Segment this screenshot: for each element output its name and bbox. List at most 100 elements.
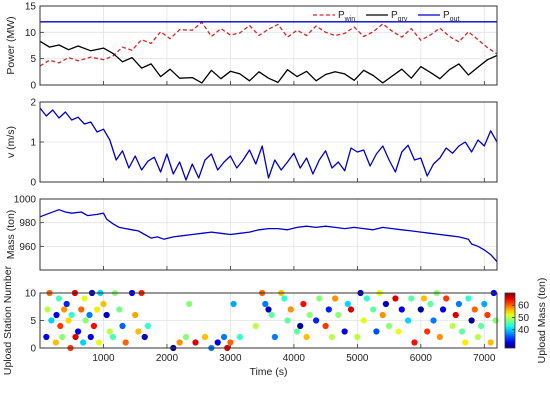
axes-box <box>39 292 498 349</box>
y-tick-label: 0 <box>30 344 36 355</box>
scatter-point <box>100 300 107 308</box>
scatter-point <box>262 300 269 308</box>
scatter-point <box>344 300 351 308</box>
scatter-point <box>471 306 478 313</box>
scatter-point <box>87 333 94 341</box>
y-tick-label: 2 <box>30 98 36 109</box>
scatter-point <box>379 311 386 319</box>
scatter-point <box>227 339 234 346</box>
scatter-point <box>392 295 399 302</box>
scatter-point <box>385 322 393 330</box>
scatter-point <box>287 306 294 313</box>
legend-label-main: P <box>443 10 450 21</box>
scatter-point <box>63 300 70 308</box>
x-tick-label: 6000 <box>410 353 433 364</box>
scatter-point <box>252 322 259 330</box>
scatter-point <box>341 328 348 335</box>
x-tick-label: 5000 <box>346 353 369 364</box>
x-tick-label: 3000 <box>219 353 242 364</box>
scatter-point <box>265 306 272 313</box>
scatter-point <box>61 306 68 313</box>
scatter-point <box>347 306 355 313</box>
scatter-point <box>306 311 313 319</box>
scatter-point <box>44 306 51 313</box>
scatter-point <box>271 333 278 341</box>
scatter-point <box>332 295 339 302</box>
scatter-point <box>297 322 304 330</box>
scatter-point <box>395 328 402 335</box>
scatter-point <box>119 322 126 330</box>
scatter-point <box>80 339 87 346</box>
y-tick-label: 1000 <box>14 195 37 206</box>
x-tick-label: 1000 <box>92 353 115 364</box>
axes-box <box>39 101 498 183</box>
scatter-point <box>373 328 380 335</box>
scatter-point <box>214 339 221 346</box>
scatter-point <box>82 317 89 324</box>
scatter-point <box>474 333 482 341</box>
axes-box <box>39 198 498 271</box>
y-axis-label: Power (MW) <box>5 16 17 74</box>
scatter-point <box>427 300 434 308</box>
scatter-point <box>360 317 367 324</box>
x-tick-label: 7000 <box>473 353 496 364</box>
series-line <box>39 107 498 181</box>
panel-2: 0 1 2 v (m/s) <box>5 98 498 189</box>
scatter-point <box>144 322 152 330</box>
scatter-point <box>370 306 377 313</box>
scatter-point <box>106 328 113 335</box>
scatter-point <box>74 328 82 335</box>
legend-label-p-grv: Pgrv <box>391 10 408 23</box>
y-tick-label: 10 <box>25 289 37 300</box>
scatter-point <box>382 300 390 308</box>
scatter-point <box>284 317 291 324</box>
scatter-point <box>281 295 288 302</box>
scatter-point <box>316 295 323 302</box>
y-tick-label: 10 <box>25 28 37 39</box>
scatter-point <box>59 333 66 341</box>
y-tick-label: 960 <box>19 242 36 253</box>
y-axis-label: Mass (ton) <box>5 210 17 260</box>
y-tick-label: 0 <box>30 178 36 189</box>
scatter-point <box>405 317 412 324</box>
scatter-point <box>484 311 491 319</box>
scatter-point <box>411 339 418 346</box>
scatter-point <box>53 311 60 319</box>
series-line-p-win <box>39 21 498 67</box>
scatter-point <box>132 311 139 319</box>
colorbar-tick-label: 60 <box>518 301 530 312</box>
scatter-point <box>439 306 447 313</box>
scatter-point <box>65 317 72 324</box>
scatter-point <box>52 339 59 346</box>
scatter-point <box>443 295 450 302</box>
scatter-point <box>313 317 320 324</box>
colorbar-tick-label: 40 <box>518 325 530 336</box>
scatter-point <box>122 339 129 346</box>
scatter-point <box>293 328 301 335</box>
y-tick-label: 980 <box>19 218 36 229</box>
scatter-point <box>487 339 494 346</box>
legend-label-main: P <box>338 10 345 21</box>
x-tick-label: 2000 <box>156 353 179 364</box>
scatter-point <box>72 333 79 341</box>
y-axis-label: Upload Station Number <box>2 265 14 375</box>
colorbar-label: Upload Mass (ton) <box>536 278 548 364</box>
scatter-point <box>68 311 75 319</box>
scatter-point <box>458 328 466 335</box>
axes-box <box>39 5 498 86</box>
legend-label-p-win: Pwin <box>338 10 355 23</box>
scatter-point <box>465 295 472 302</box>
scatter-point <box>55 295 63 302</box>
scatter-point <box>192 339 199 346</box>
legend-label-sub: out <box>450 16 460 23</box>
y-tick-label: 5 <box>30 316 36 327</box>
scatter-point <box>186 300 193 308</box>
scatter-point <box>220 333 228 341</box>
scatter-point <box>322 322 329 330</box>
scatter-point <box>230 300 237 308</box>
panel-3: 960 980 1000 Mass (ton) <box>5 195 498 271</box>
scatter-point <box>90 322 98 330</box>
scatter-point <box>478 322 485 330</box>
y-tick-label: 0 <box>30 81 36 92</box>
